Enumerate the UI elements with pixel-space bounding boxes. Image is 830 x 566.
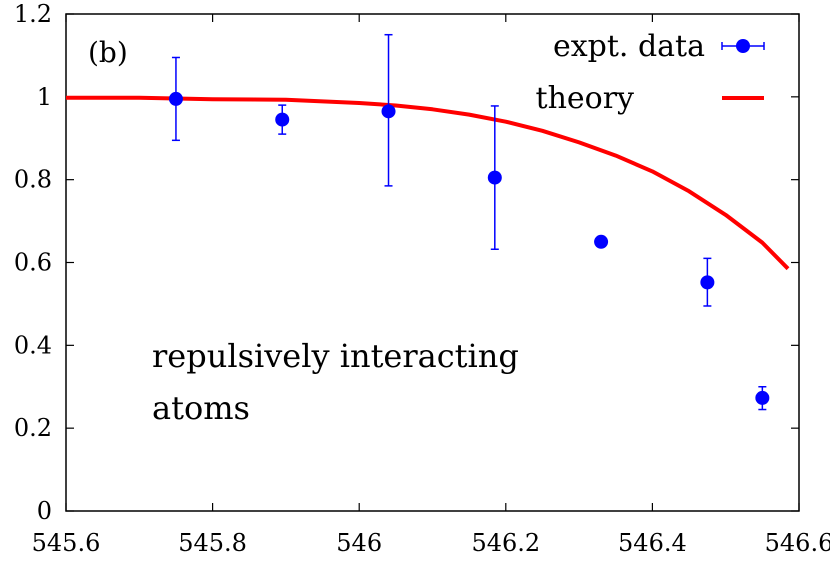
data-marker <box>755 390 770 405</box>
data-point <box>755 386 770 411</box>
data-marker <box>381 104 396 119</box>
data-point <box>487 105 502 250</box>
y-tick-label: 0.2 <box>14 414 52 442</box>
data-point <box>381 33 396 187</box>
theory-line <box>66 95 790 271</box>
data-marker <box>594 234 609 249</box>
y-tick-label: 0.6 <box>14 249 52 277</box>
data-marker <box>700 275 715 290</box>
ticks-layer: 545.6 545.8 546 546.2 546.4 546.6 0 0.2 0.4 0.6 0.… <box>14 0 830 557</box>
data-marker <box>487 170 502 185</box>
data-point <box>700 257 715 307</box>
y-tick-label: 1 <box>37 83 52 111</box>
legend-swatch-expt <box>721 39 765 53</box>
x-tick-label: 545.6 <box>32 529 101 557</box>
annotation-line-2: atoms <box>152 389 250 427</box>
x-tick-label: 546 <box>336 529 382 557</box>
x-tick-label: 546.4 <box>618 529 687 557</box>
legend-label-theory: theory <box>536 81 635 116</box>
data-marker <box>168 91 183 106</box>
data-point <box>168 56 183 142</box>
legend-label-expt: expt. data <box>553 29 705 64</box>
legend: expt. data theory <box>536 29 765 116</box>
x-tick-label: 546.2 <box>471 529 540 557</box>
x-tick-label: 545.8 <box>178 529 247 557</box>
points-layer <box>168 33 770 411</box>
data-point <box>594 234 609 249</box>
y-tick-label: 0.4 <box>14 331 52 359</box>
y-tick-label: 1.2 <box>14 0 52 28</box>
y-tick-label: 0.8 <box>14 166 52 194</box>
annotation-line-1: repulsively interacting <box>152 337 519 375</box>
panel-label: (b) <box>88 36 128 69</box>
y-tick-label: 0 <box>37 497 52 525</box>
legend-marker <box>736 39 750 53</box>
theory-layer <box>66 95 790 271</box>
data-point <box>275 104 290 135</box>
data-marker <box>275 112 290 127</box>
x-tick-label: 546.6 <box>765 529 830 557</box>
